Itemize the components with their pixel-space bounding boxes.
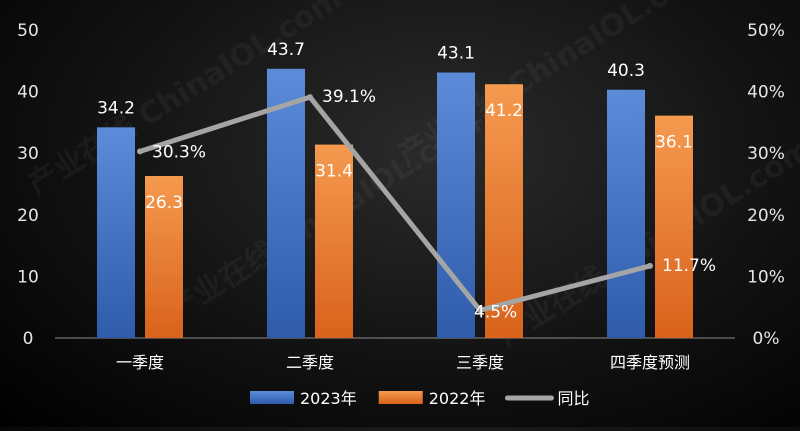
yoy-point [307, 94, 313, 101]
y-right-tick-label: 30% [747, 144, 785, 164]
bar-series-a [607, 89, 645, 338]
bar-series-b [485, 84, 523, 338]
bar-series-a [97, 127, 135, 338]
yoy-point [477, 307, 483, 314]
y-left-tick-label: 20 [17, 206, 39, 226]
yoy-line [137, 94, 653, 313]
legend-label: 2022年 [429, 389, 486, 408]
y-left-tick-label: 50 [17, 21, 39, 41]
bar-series-a [267, 68, 305, 339]
y-left-tick-label: 30 [17, 144, 39, 164]
bar-series-b [315, 144, 353, 338]
legend-swatch [250, 391, 294, 404]
bar-value-label: 41.2 [485, 101, 523, 121]
bar-value-label: 26.3 [145, 193, 183, 213]
bar-value-label: 34.2 [97, 98, 135, 118]
y-left-tick-label: 0 [23, 329, 34, 349]
bar-value-label: 40.3 [607, 61, 645, 81]
x-tick-label: 二季度 [286, 353, 334, 372]
yoy-point [647, 262, 653, 269]
y-right-tick-label: 40% [747, 83, 785, 103]
bar-series-b [655, 115, 693, 339]
x-tick-label: 三季度 [456, 353, 504, 372]
y-right-tick-label: 20% [747, 206, 785, 226]
watermark-text: 产业在线 ChinaIOL.com [492, 131, 800, 353]
y-left-tick-label: 40 [17, 83, 39, 103]
y-right-tick-label: 0% [753, 329, 780, 349]
y-right-tick-label: 10% [747, 267, 785, 287]
x-tick-label: 一季度 [116, 353, 164, 372]
y-left-tick-label: 10 [17, 267, 39, 287]
bar-value-label: 36.1 [655, 133, 693, 153]
yoy-value-label: 4.5% [474, 302, 517, 322]
x-tick-label: 四季度预测 [610, 353, 690, 372]
bar-value-label: 43.7 [267, 40, 305, 60]
legend: 2023年 2022年 同比 [250, 389, 589, 408]
legend-swatch [378, 391, 423, 404]
legend-label: 同比 [557, 389, 589, 408]
yoy-value-label: 39.1% [322, 87, 376, 107]
yoy-value-label: 11.7% [662, 256, 716, 276]
yoy-point [137, 148, 143, 155]
y-right-tick-label: 50% [747, 21, 785, 41]
yoy-value-label: 30.3% [152, 142, 206, 162]
bar-value-label: 31.4 [315, 162, 353, 182]
bar-value-label: 43.1 [437, 44, 475, 64]
legend-label: 2023年 [300, 389, 357, 408]
bar-series-b [145, 175, 183, 338]
